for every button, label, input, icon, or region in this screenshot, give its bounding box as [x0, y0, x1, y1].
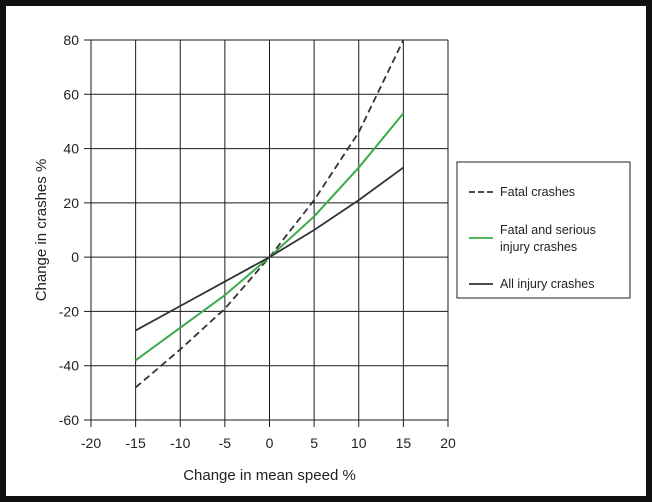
legend-label: Fatal crashes: [500, 185, 575, 199]
legend-box: [456, 161, 631, 299]
line-chart: -20 -15 -10 -5 0 5 10 15 20 -60 -40 -20 0 20 40 60 80 C…: [33, 32, 631, 484]
y-tick-label: -20: [59, 303, 79, 319]
x-tick-label: 10: [351, 435, 367, 451]
y-tick-label: 20: [63, 195, 79, 211]
legend-label: Fatal and serious: [500, 223, 596, 237]
x-tick-label: 5: [310, 435, 318, 451]
y-tick-label: -60: [59, 412, 79, 428]
x-tick-label: -20: [81, 435, 101, 451]
y-tick-label: -40: [59, 358, 79, 374]
series-line-2: [135, 166, 404, 332]
x-tick-label: -15: [126, 435, 146, 451]
x-tick-label: 15: [396, 435, 412, 451]
x-tick-label: 20: [440, 435, 456, 451]
series-lines: [135, 39, 405, 389]
y-tick-labels: -60 -40 -20 0 20 40 60 80: [59, 32, 79, 428]
x-tick-labels: -20 -15 -10 -5 0 5 10 15 20: [81, 435, 456, 451]
x-tick-label: -10: [170, 435, 190, 451]
legend: Fatal crashes Fatal and serious injury cra…: [456, 161, 631, 299]
x-tick-label: 0: [266, 435, 274, 451]
legend-label: injury crashes: [500, 240, 577, 254]
y-tick-label: 80: [63, 32, 79, 48]
x-tick-label: -5: [219, 435, 232, 451]
y-tick-label: 40: [63, 141, 79, 157]
y-axis-title: Change in crashes %: [33, 159, 50, 302]
y-tick-label: 60: [63, 86, 79, 102]
legend-label: All injury crashes: [500, 277, 594, 291]
y-tick-label: 0: [71, 249, 79, 265]
x-axis-title: Change in mean speed %: [183, 467, 356, 484]
